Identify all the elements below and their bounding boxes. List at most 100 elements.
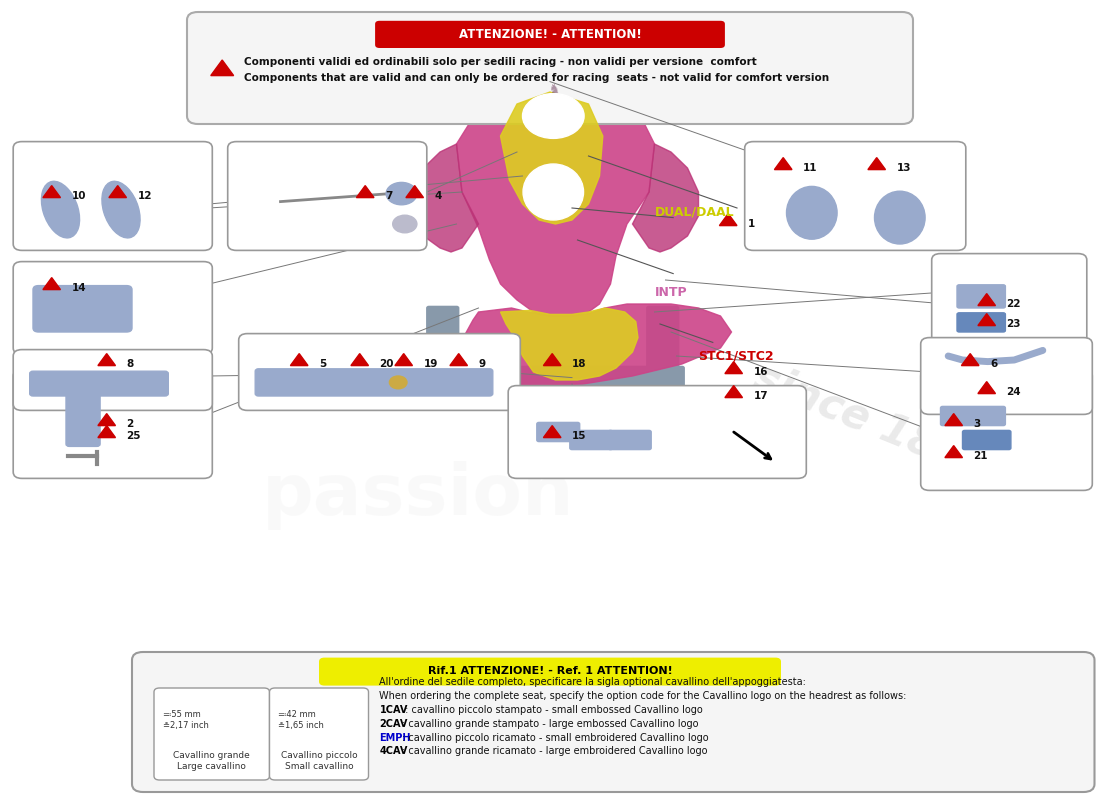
Text: 17: 17: [754, 391, 768, 401]
FancyBboxPatch shape: [270, 688, 368, 780]
Text: since 1885: since 1885: [748, 356, 998, 489]
Text: 24: 24: [1006, 387, 1021, 397]
Polygon shape: [456, 304, 732, 386]
Text: Rif.1 ATTENZIONE! - Ref. 1 ATTENTION!: Rif.1 ATTENZIONE! - Ref. 1 ATTENTION!: [428, 666, 672, 676]
Text: 16: 16: [754, 367, 768, 377]
Text: STC1/STC2: STC1/STC2: [698, 350, 774, 362]
FancyBboxPatch shape: [921, 370, 1092, 490]
FancyBboxPatch shape: [537, 422, 580, 442]
Text: passion: passion: [262, 462, 574, 530]
Text: 12: 12: [138, 191, 152, 201]
FancyBboxPatch shape: [375, 21, 725, 48]
Text: ≕55 mm
≗2,17 inch: ≕55 mm ≗2,17 inch: [163, 710, 209, 730]
FancyBboxPatch shape: [33, 286, 132, 332]
Text: Components that are valid and can only be ordered for racing  seats - not valid : Components that are valid and can only b…: [244, 74, 829, 83]
Polygon shape: [450, 354, 468, 366]
Circle shape: [522, 94, 584, 138]
Text: 5: 5: [319, 359, 327, 369]
FancyBboxPatch shape: [30, 371, 168, 396]
Text: 22: 22: [1006, 299, 1021, 309]
Text: : cavallino grande ricamato - large embroidered Cavallino logo: : cavallino grande ricamato - large embr…: [402, 746, 707, 756]
Text: 14: 14: [72, 283, 86, 293]
Text: 4CAV: 4CAV: [379, 746, 408, 756]
Text: 15: 15: [572, 431, 586, 441]
Polygon shape: [543, 426, 561, 438]
Polygon shape: [98, 414, 116, 426]
Text: 11: 11: [803, 163, 817, 173]
FancyBboxPatch shape: [647, 306, 679, 374]
Polygon shape: [356, 186, 374, 198]
Text: 9: 9: [478, 359, 485, 369]
Polygon shape: [395, 354, 412, 366]
Text: 1CAV: 1CAV: [379, 706, 408, 715]
Text: 8: 8: [126, 359, 134, 369]
FancyBboxPatch shape: [154, 688, 270, 780]
FancyBboxPatch shape: [13, 262, 212, 354]
FancyBboxPatch shape: [228, 142, 427, 250]
Text: INTP: INTP: [654, 286, 688, 298]
Polygon shape: [500, 92, 603, 224]
Text: 2: 2: [126, 419, 134, 429]
FancyBboxPatch shape: [921, 338, 1092, 414]
Text: 21: 21: [974, 451, 988, 461]
FancyBboxPatch shape: [13, 370, 212, 478]
FancyBboxPatch shape: [13, 142, 212, 250]
FancyBboxPatch shape: [962, 430, 1011, 450]
Text: 25: 25: [126, 431, 141, 441]
Text: 23: 23: [1006, 319, 1021, 329]
Polygon shape: [456, 80, 654, 316]
Polygon shape: [351, 354, 369, 366]
Text: : cavallino grande stampato - large embossed Cavallino logo: : cavallino grande stampato - large embo…: [402, 719, 698, 729]
Text: 2CAV: 2CAV: [379, 719, 408, 729]
FancyBboxPatch shape: [570, 430, 613, 450]
Polygon shape: [725, 362, 742, 374]
FancyBboxPatch shape: [132, 652, 1094, 792]
Circle shape: [389, 376, 407, 389]
Polygon shape: [109, 186, 126, 198]
Polygon shape: [945, 446, 962, 458]
Text: Cavallino grande
Large cavallino: Cavallino grande Large cavallino: [173, 751, 250, 771]
Text: ATTENZIONE! - ATTENTION!: ATTENZIONE! - ATTENTION!: [459, 28, 641, 41]
Text: 7: 7: [385, 191, 393, 201]
Polygon shape: [978, 382, 996, 394]
Polygon shape: [978, 294, 996, 306]
Text: ≕42 mm
≗1,65 inch: ≕42 mm ≗1,65 inch: [278, 710, 324, 730]
Text: 20: 20: [379, 359, 394, 369]
Ellipse shape: [102, 182, 140, 238]
Polygon shape: [98, 426, 116, 438]
FancyBboxPatch shape: [427, 306, 459, 374]
Text: 6: 6: [990, 359, 998, 369]
FancyBboxPatch shape: [187, 12, 913, 124]
Polygon shape: [500, 308, 638, 380]
Polygon shape: [945, 414, 962, 426]
Ellipse shape: [524, 164, 583, 220]
FancyBboxPatch shape: [508, 386, 806, 478]
FancyBboxPatch shape: [66, 390, 100, 446]
Text: : cavallino piccolo stampato - small embossed Cavallino logo: : cavallino piccolo stampato - small emb…: [402, 706, 702, 715]
Text: 18: 18: [572, 359, 586, 369]
Polygon shape: [978, 314, 996, 326]
Text: Componenti validi ed ordinabili solo per sedili racing - non validi per versione: Componenti validi ed ordinabili solo per…: [244, 58, 757, 67]
FancyBboxPatch shape: [957, 285, 1005, 308]
Text: 3: 3: [974, 419, 981, 429]
Text: EMPH: EMPH: [379, 733, 411, 742]
Ellipse shape: [874, 191, 925, 244]
Polygon shape: [725, 386, 742, 398]
Polygon shape: [406, 186, 424, 198]
Polygon shape: [43, 186, 60, 198]
Text: 19: 19: [424, 359, 438, 369]
FancyBboxPatch shape: [255, 369, 493, 396]
FancyBboxPatch shape: [957, 313, 1005, 332]
Text: Cavallino piccolo
Small cavallino: Cavallino piccolo Small cavallino: [280, 751, 358, 771]
FancyBboxPatch shape: [932, 254, 1087, 362]
Polygon shape: [98, 354, 116, 366]
Polygon shape: [961, 354, 979, 366]
FancyBboxPatch shape: [940, 406, 1005, 426]
Text: 4: 4: [434, 191, 442, 201]
Text: : cavallino piccolo ricamato - small embroidered Cavallino logo: : cavallino piccolo ricamato - small emb…: [402, 733, 708, 742]
Polygon shape: [719, 214, 737, 226]
FancyBboxPatch shape: [421, 366, 684, 403]
Polygon shape: [632, 144, 698, 252]
Polygon shape: [412, 144, 478, 252]
Text: All'ordine del sedile completo, specificare la sigla optional cavallino dell'app: All'ordine del sedile completo, specific…: [379, 677, 806, 686]
